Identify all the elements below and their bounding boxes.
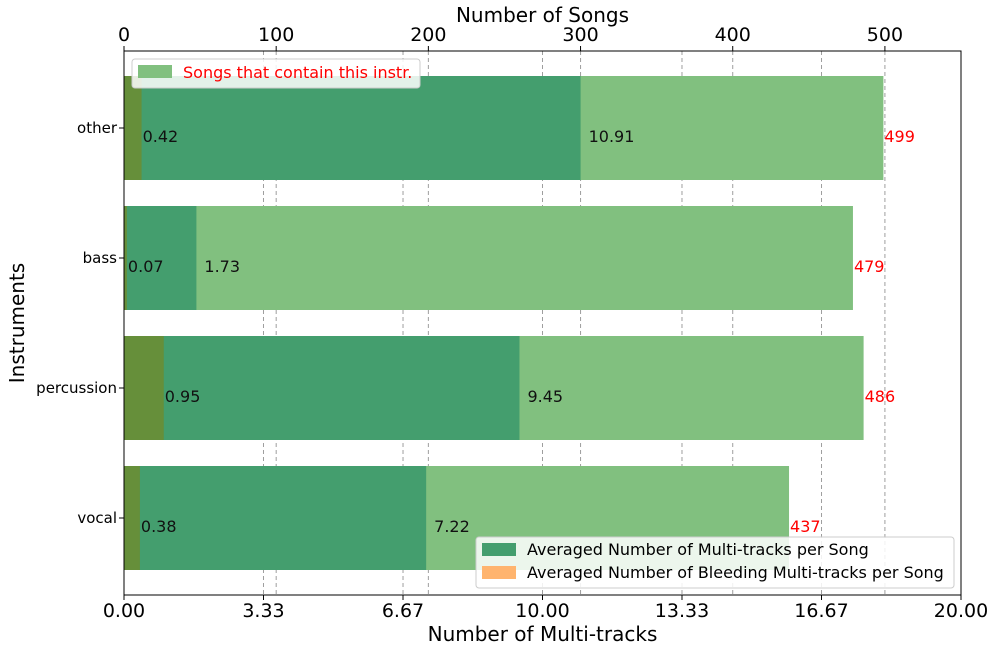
x2-tick-label-400: 400 (715, 24, 751, 46)
label-multitracks-other: 10.91 (589, 127, 635, 146)
x2-tick-label-200: 200 (410, 24, 446, 46)
bar-bleeding-vocal (124, 466, 140, 570)
bar-bleeding-other (124, 76, 142, 180)
x-tick-label-10.00: 10.00 (515, 600, 569, 622)
x-tick-label-13.33: 13.33 (655, 600, 709, 622)
legend-swatch-bleeding (482, 566, 516, 579)
legend-swatch-multitracks (482, 543, 516, 556)
bar-multitracks-other (124, 76, 581, 180)
label-songs-other: 499 (884, 127, 915, 146)
label-bleeding-other: 0.42 (143, 127, 179, 146)
legend-label-multitracks: Averaged Number of Multi-tracks per Song (527, 540, 869, 559)
data-labels: 499 10.91 0.42 other 479 1.73 0.07 bass 486 9.45 0… (36, 119, 915, 536)
y-axis-title: Instruments (5, 263, 29, 383)
x2-tick-label-0: 0 (118, 24, 130, 46)
bars (124, 76, 884, 570)
axes: 0.00 3.33 6.67 10.00 13.33 16.67 20.00 0 100 200 3… (103, 24, 988, 622)
label-multitracks-vocal: 7.22 (434, 517, 470, 536)
x-axis-title: Number of Multi-tracks (428, 622, 658, 646)
x-tick-label-6.67: 6.67 (382, 600, 424, 622)
bar-bleeding-bass (124, 206, 127, 310)
y-tick-label-percussion: percussion (36, 379, 117, 397)
legend-label-bleeding: Averaged Number of Bleeding Multi-tracks… (527, 563, 944, 582)
x2-tick-label-500: 500 (867, 24, 903, 46)
label-songs-percussion: 486 (865, 387, 896, 406)
x-tick-label-3.33: 3.33 (242, 600, 284, 622)
bar-multitracks-bass (124, 206, 197, 310)
label-songs-bass: 479 (854, 257, 885, 276)
bar-multitracks-vocal (124, 466, 427, 570)
label-songs-vocal: 437 (790, 517, 821, 536)
label-bleeding-bass: 0.07 (128, 257, 164, 276)
label-bleeding-vocal: 0.38 (141, 517, 177, 536)
x-tick-label-0.00: 0.00 (103, 600, 145, 622)
y-tick-label-vocal: vocal (77, 509, 117, 527)
x-tick-label-16.67: 16.67 (794, 600, 848, 622)
bar-multitracks-percussion (124, 336, 520, 440)
x2-tick-label-100: 100 (258, 24, 294, 46)
label-bleeding-percussion: 0.95 (165, 387, 201, 406)
bar-bleeding-percussion (124, 336, 164, 440)
x2-tick-label-300: 300 (562, 24, 598, 46)
y-tick-label-bass: bass (83, 249, 118, 267)
legend-bottom: Averaged Number of Multi-tracks per Song… (475, 536, 955, 589)
bar-songs-bass (124, 206, 853, 310)
legend-bottom-frame (475, 536, 955, 589)
label-multitracks-percussion: 9.45 (527, 387, 563, 406)
legend-swatch-songs (138, 65, 172, 78)
legend-label-songs: Songs that contain this instr. (183, 63, 412, 82)
y-tick-label-other: other (77, 119, 118, 137)
x-tick-label-20.00: 20.00 (934, 600, 988, 622)
legend-top-frame (131, 58, 421, 89)
legend-top: Songs that contain this instr. (131, 58, 421, 89)
x2-axis-title: Number of Songs (456, 3, 629, 27)
label-multitracks-bass: 1.73 (204, 257, 240, 276)
